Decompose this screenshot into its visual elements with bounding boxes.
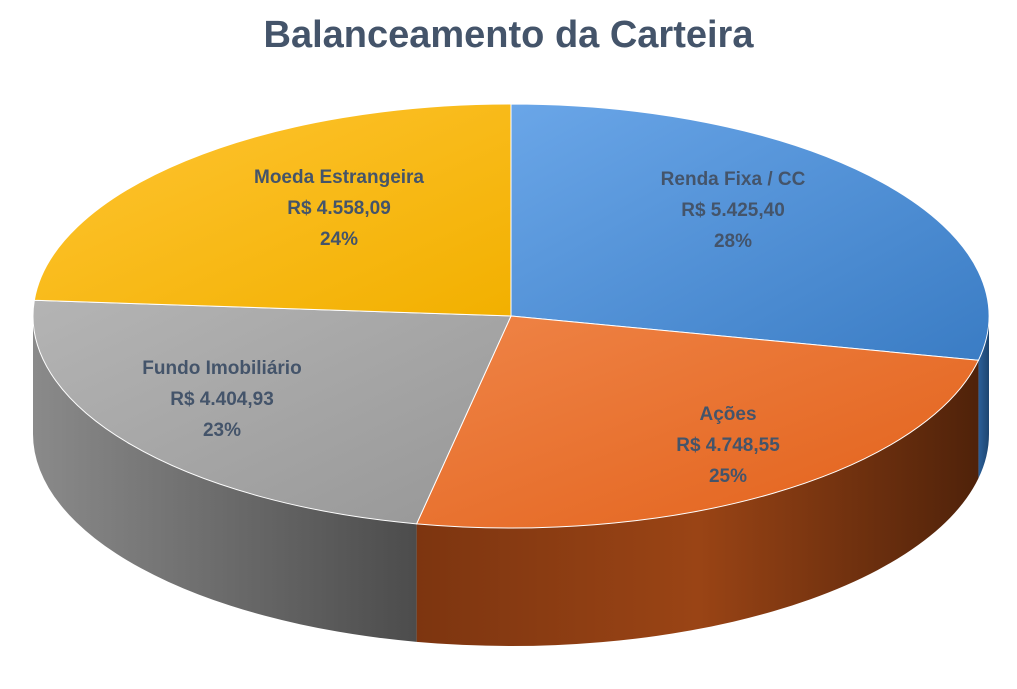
slice-percent-label: 28% bbox=[714, 231, 752, 252]
chart-title: Balanceamento da Carteira bbox=[263, 14, 754, 56]
pie-side-1 bbox=[416, 360, 979, 646]
slice-name-label: Fundo Imobiliário bbox=[142, 358, 301, 379]
slice-value-label: R$ 4.748,55 bbox=[676, 435, 780, 456]
pie-side-2 bbox=[33, 316, 417, 642]
slice-percent-label: 23% bbox=[203, 420, 241, 441]
pie-slice-3 bbox=[33, 103, 512, 317]
slice-percent-label: 24% bbox=[320, 229, 358, 250]
slice-name-label: Ações bbox=[699, 404, 756, 425]
slice-percent-label: 25% bbox=[709, 466, 747, 487]
slice-value-label: R$ 4.558,09 bbox=[287, 198, 391, 219]
slice-name-label: Renda Fixa / CC bbox=[661, 169, 806, 190]
pie-side-0 bbox=[978, 316, 989, 479]
slice-name-label: Moeda Estrangeira bbox=[254, 167, 424, 188]
pie-slice-1 bbox=[415, 315, 980, 529]
pie-slice-0 bbox=[510, 103, 990, 361]
slice-value-label: R$ 5.425,40 bbox=[681, 200, 785, 221]
pie-slice-2 bbox=[32, 299, 512, 525]
slice-value-label: R$ 4.404,93 bbox=[170, 389, 274, 410]
